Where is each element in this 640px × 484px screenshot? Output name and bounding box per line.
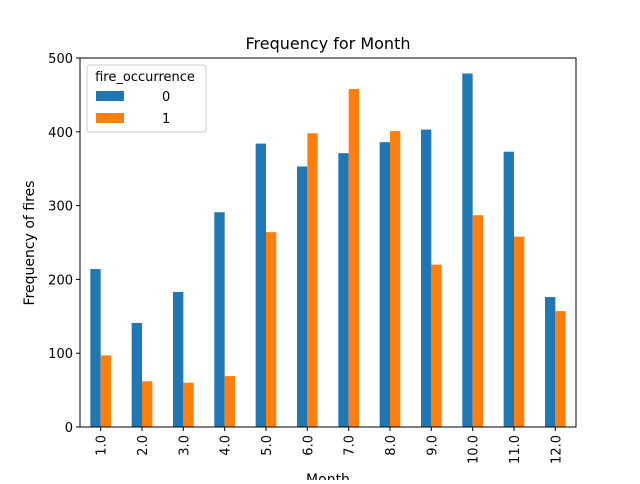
x-tick-label: 8.0 — [384, 435, 399, 456]
y-tick-label: 500 — [48, 52, 73, 67]
legend: fire_occurrence 0 1 — [86, 64, 207, 133]
x-axis-label: Month — [306, 472, 350, 480]
bar-series-1-month-7.0 — [348, 89, 359, 427]
bars-layer — [90, 73, 566, 428]
legend-label-series-0: 0 — [162, 90, 170, 105]
bar-series-0-month-8.0 — [379, 142, 390, 427]
bar-series-0-month-11.0 — [503, 151, 514, 428]
x-tick-label: 6.0 — [301, 435, 316, 456]
bar-series-1-month-5.0 — [266, 232, 277, 427]
bar-series-1-month-12.0 — [555, 311, 566, 427]
x-tick-label: 9.0 — [425, 435, 440, 456]
bar-series-0-month-7.0 — [338, 153, 349, 427]
bar-series-0-month-5.0 — [255, 143, 266, 428]
y-tick-label: 200 — [48, 273, 73, 288]
y-tick-label: 100 — [48, 347, 73, 362]
y-tick-label: 400 — [48, 126, 73, 141]
y-tick-label: 300 — [48, 200, 73, 215]
x-tick-label: 10.0 — [467, 435, 482, 464]
bar-series-0-month-3.0 — [173, 291, 184, 427]
x-tick-label: 12.0 — [549, 435, 564, 464]
x-tick-label: 3.0 — [177, 435, 192, 456]
bar-series-0-month-9.0 — [421, 129, 432, 427]
x-tick-label: 5.0 — [260, 435, 275, 456]
bar-series-1-month-10.0 — [472, 215, 483, 427]
bar-series-1-month-3.0 — [183, 382, 194, 427]
bar-series-0-month-10.0 — [462, 73, 473, 427]
bar-series-1-month-4.0 — [224, 376, 235, 427]
bar-series-0-month-4.0 — [214, 212, 225, 427]
bar-series-1-month-11.0 — [514, 236, 525, 427]
x-tick-label: 2.0 — [136, 435, 151, 456]
bar-series-1-month-2.0 — [142, 381, 153, 427]
legend-swatch-series-1 — [96, 113, 124, 123]
legend-swatch-series-0 — [96, 91, 124, 101]
bar-series-1-month-9.0 — [431, 264, 442, 427]
bar-series-0-month-2.0 — [131, 322, 142, 427]
bar-series-0-month-6.0 — [297, 166, 308, 428]
x-tick-label: 11.0 — [508, 435, 523, 464]
bar-series-1-month-1.0 — [100, 355, 111, 427]
legend-title: fire_occurrence — [95, 70, 195, 85]
x-tick-label: 1.0 — [95, 435, 110, 456]
legend-label-series-1: 1 — [162, 112, 170, 127]
bar-series-0-month-12.0 — [545, 297, 556, 427]
x-tick-label: 4.0 — [219, 435, 234, 456]
y-tick-label: 0 — [65, 421, 73, 436]
axes-layer: 0 100 200 300 400 500 1.0 2.0 3.0 4.0 5.0 6.0 7.0 8.0… — [48, 52, 577, 464]
plot-frame — [79, 57, 577, 428]
chart-title: Frequency for Month — [246, 34, 411, 53]
bar-series-1-month-6.0 — [307, 133, 318, 427]
bar-series-0-month-1.0 — [90, 269, 101, 427]
x-tick-label: 7.0 — [343, 435, 358, 456]
y-axis-label: Frequency of fires — [22, 181, 38, 306]
bar-series-1-month-8.0 — [390, 131, 401, 427]
